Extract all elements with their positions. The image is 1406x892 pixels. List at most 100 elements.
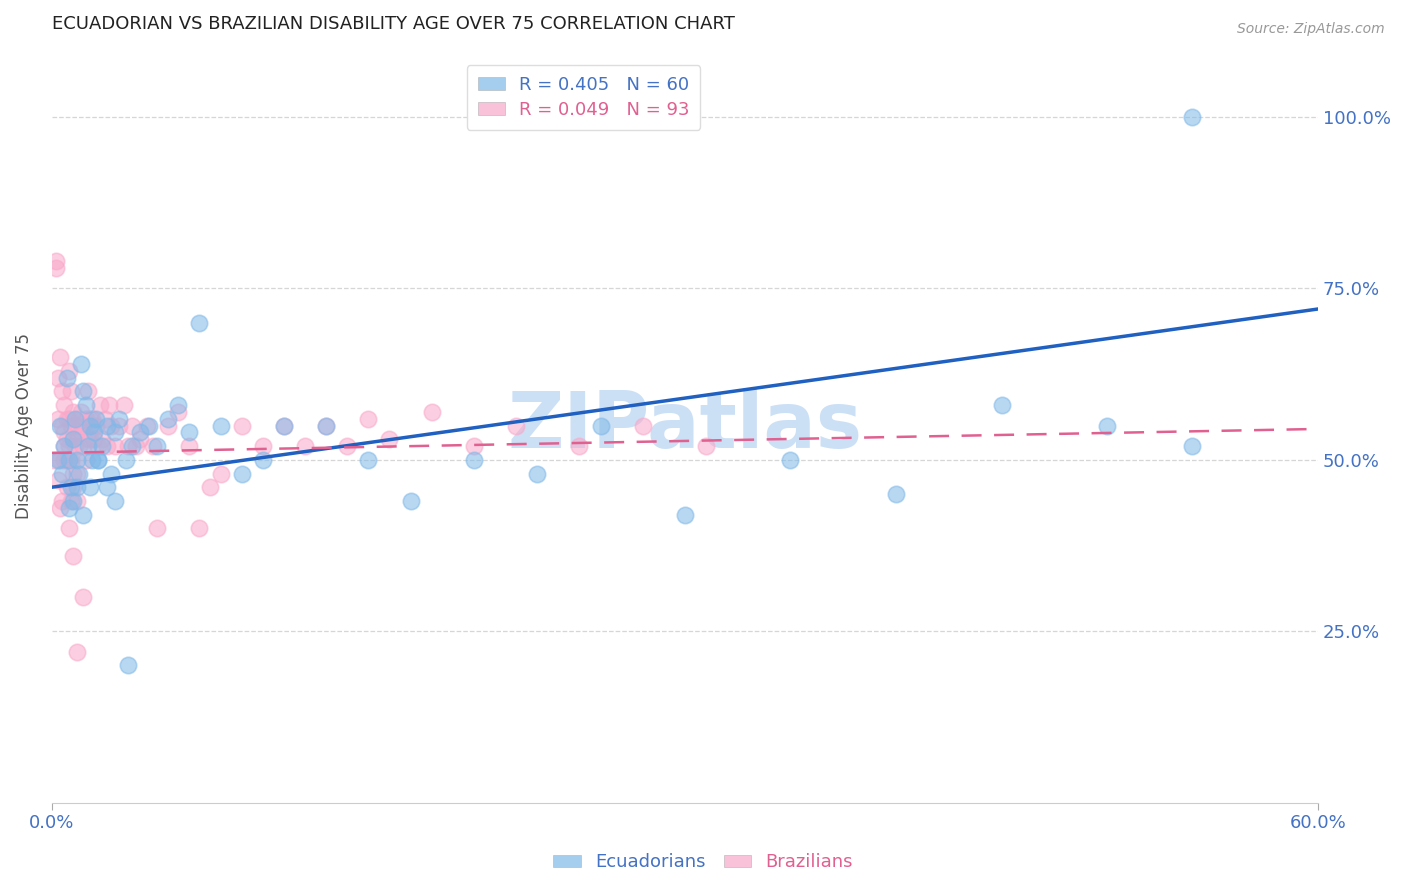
Point [46,411,69,425]
Point [80,452,103,467]
Point [89,398,111,412]
Point [273,418,295,433]
Point [589,418,612,433]
Point [72,590,94,604]
Point [135,418,157,433]
Point [58,521,80,535]
Point [695,439,717,453]
Point [420,405,443,419]
Point [66,425,89,440]
Point [779,452,801,467]
Point [51,494,73,508]
Point [72,384,94,399]
Point [87,452,110,467]
Text: Source: ZipAtlas.com: Source: ZipAtlas.com [1237,22,1385,37]
Point [79,480,101,494]
Point [83,432,105,446]
Point [121,418,143,433]
Point [231,418,253,433]
Point [104,425,127,440]
Point [79,432,101,446]
Point [76,439,98,453]
Point [58,452,80,467]
Point [49,418,72,433]
Point [53,398,76,412]
Point [252,452,274,467]
Y-axis label: Disability Age Over 75: Disability Age Over 75 [15,333,32,518]
Point [49,350,72,364]
Point [67,411,90,425]
Point [1095,418,1118,433]
Point [70,405,93,419]
Point [167,398,190,412]
Point [990,398,1012,412]
Point [209,418,232,433]
Point [129,425,152,440]
Point [63,411,86,425]
Point [62,405,84,419]
Point [315,418,337,433]
Point [399,494,422,508]
Point [46,370,69,384]
Point [156,411,179,425]
Point [42,452,65,467]
Point [72,439,94,453]
Point [62,480,84,494]
Point [55,480,77,494]
Point [100,418,122,433]
Point [1180,439,1202,453]
Point [1180,110,1202,124]
Point [75,398,97,412]
Point [231,467,253,481]
Point [66,452,89,467]
Point [55,432,77,446]
Point [49,500,72,515]
Point [188,521,211,535]
Point [46,452,69,467]
Point [96,480,118,494]
Point [62,494,84,508]
Point [378,432,401,446]
Point [631,418,654,433]
Point [51,418,73,433]
Point [53,452,76,467]
Point [66,494,89,508]
Point [294,439,316,453]
Point [87,452,110,467]
Point [63,439,86,453]
Point [75,411,97,425]
Point [62,549,84,563]
Point [209,467,232,481]
Point [79,418,101,433]
Point [58,500,80,515]
Point [70,425,93,440]
Point [84,411,107,425]
Point [62,432,84,446]
Point [58,452,80,467]
Point [45,260,67,275]
Text: ECUADORIAN VS BRAZILIAN DISABILITY AGE OVER 75 CORRELATION CHART: ECUADORIAN VS BRAZILIAN DISABILITY AGE O… [52,15,734,33]
Point [46,474,69,488]
Point [167,405,190,419]
Point [568,439,591,453]
Point [96,418,118,433]
Point [315,418,337,433]
Point [673,508,696,522]
Point [117,658,139,673]
Point [177,425,200,440]
Point [357,411,380,425]
Point [66,645,89,659]
Point [59,452,82,467]
Point [273,418,295,433]
Point [53,439,76,453]
Point [67,439,90,453]
Point [463,439,485,453]
Point [53,425,76,440]
Point [58,364,80,378]
Point [100,467,122,481]
Point [93,411,115,425]
Point [80,418,103,433]
Point [108,411,131,425]
Point [138,418,160,433]
Point [49,452,72,467]
